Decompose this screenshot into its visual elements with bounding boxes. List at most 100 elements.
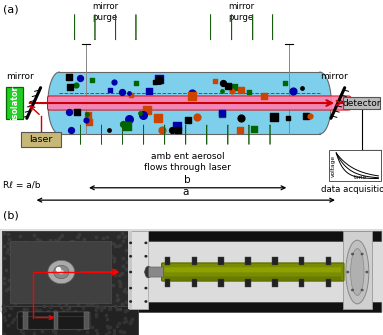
Point xyxy=(60,308,66,313)
Point xyxy=(60,317,66,322)
Point xyxy=(103,297,109,303)
Point xyxy=(111,241,118,247)
Point xyxy=(11,253,18,258)
Point xyxy=(110,283,116,288)
Point xyxy=(89,325,95,330)
Point xyxy=(64,317,70,323)
Point xyxy=(52,308,58,314)
Bar xyxy=(165,279,170,287)
Ellipse shape xyxy=(346,240,369,304)
Circle shape xyxy=(129,300,132,303)
Point xyxy=(119,122,126,127)
FancyArrowPatch shape xyxy=(272,14,273,40)
Point xyxy=(55,252,61,257)
Point xyxy=(63,243,69,249)
Point xyxy=(5,246,11,252)
Point xyxy=(86,120,92,125)
Circle shape xyxy=(144,242,147,244)
Bar xyxy=(84,312,89,329)
Point xyxy=(79,288,85,293)
Point xyxy=(123,299,129,305)
Point xyxy=(106,127,112,133)
Point xyxy=(107,306,113,311)
Point xyxy=(307,114,313,119)
Text: voltage: voltage xyxy=(331,154,336,177)
Bar xyxy=(23,312,28,329)
Point xyxy=(185,118,191,123)
Point xyxy=(47,238,53,243)
Point xyxy=(65,250,72,255)
Point xyxy=(68,261,74,266)
FancyArrowPatch shape xyxy=(252,14,253,40)
Point xyxy=(31,331,37,335)
Point xyxy=(100,252,106,258)
Point xyxy=(67,84,73,89)
Bar xyxy=(299,257,304,265)
Point xyxy=(120,264,126,269)
Point xyxy=(52,310,59,315)
Point xyxy=(34,283,40,288)
Point xyxy=(20,330,26,335)
Point xyxy=(93,313,100,319)
Point xyxy=(34,269,41,274)
Point xyxy=(19,270,25,275)
Point xyxy=(6,278,12,283)
Point xyxy=(188,90,195,96)
Point xyxy=(56,248,62,253)
Point xyxy=(159,127,165,133)
Point xyxy=(17,321,23,326)
Point xyxy=(46,309,52,314)
Point xyxy=(8,306,14,311)
Point xyxy=(93,306,99,311)
Point xyxy=(46,272,52,277)
Point xyxy=(5,240,11,245)
Point xyxy=(68,272,74,278)
Bar xyxy=(192,279,197,287)
Text: data acquisition: data acquisition xyxy=(321,185,383,194)
Point xyxy=(112,243,118,248)
Point xyxy=(107,325,113,330)
Point xyxy=(133,80,139,85)
Point xyxy=(77,75,83,81)
Point xyxy=(36,268,43,273)
Point xyxy=(251,126,257,131)
Point xyxy=(50,328,56,334)
Point xyxy=(92,296,98,301)
Point xyxy=(129,317,135,322)
Point xyxy=(90,300,96,306)
Point xyxy=(103,331,109,335)
Point xyxy=(82,313,88,318)
Point xyxy=(100,267,106,273)
Point xyxy=(39,328,45,334)
FancyBboxPatch shape xyxy=(162,263,344,281)
Point xyxy=(74,82,80,88)
Bar xyxy=(343,231,372,309)
Point xyxy=(74,110,80,115)
Point xyxy=(44,279,50,284)
Point xyxy=(118,272,124,277)
Point xyxy=(63,252,69,258)
Point xyxy=(47,305,54,310)
Point xyxy=(95,293,101,299)
Point xyxy=(9,290,15,295)
Point xyxy=(19,295,25,301)
Point xyxy=(105,325,111,331)
Point xyxy=(58,304,64,309)
Point xyxy=(61,265,67,270)
Point xyxy=(27,273,33,278)
Circle shape xyxy=(144,300,147,303)
Point xyxy=(21,314,27,319)
FancyArrowPatch shape xyxy=(231,14,232,40)
Point xyxy=(66,109,72,115)
Point xyxy=(13,292,19,297)
Point xyxy=(89,77,95,82)
Point xyxy=(57,233,64,239)
Point xyxy=(121,319,127,325)
FancyBboxPatch shape xyxy=(17,312,90,329)
Point xyxy=(93,311,99,316)
Point xyxy=(123,247,129,252)
Point xyxy=(31,279,37,284)
FancyArrowPatch shape xyxy=(115,14,116,40)
Point xyxy=(103,261,109,266)
Text: a: a xyxy=(183,187,189,197)
